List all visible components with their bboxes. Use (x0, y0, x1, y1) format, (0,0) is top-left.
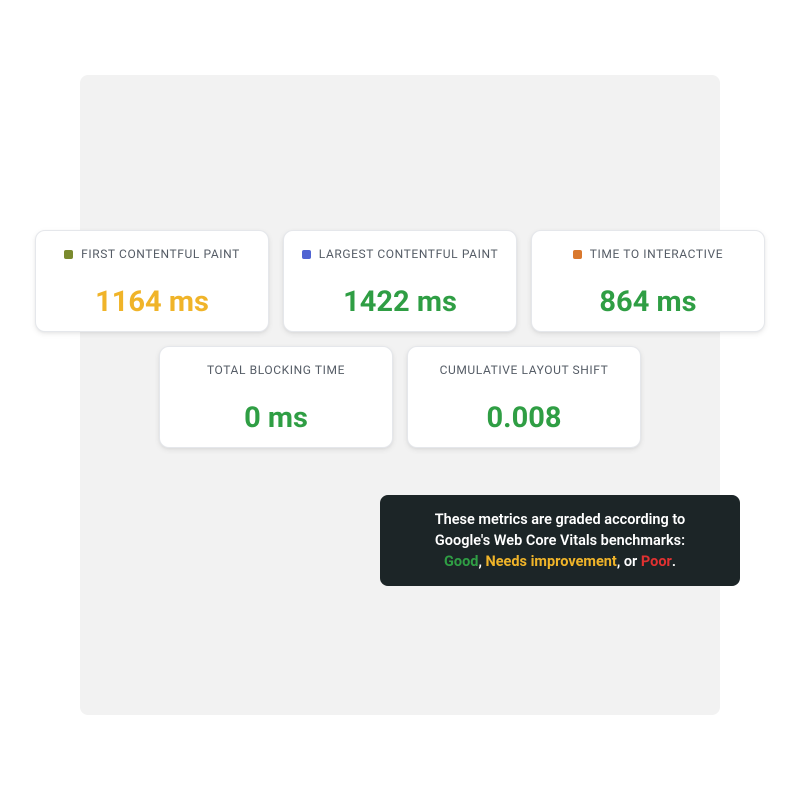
metric-value: 864 ms (599, 287, 696, 319)
metric-card-tti: TIME TO INTERACTIVE 864 ms (531, 230, 765, 332)
metric-title: TIME TO INTERACTIVE (590, 247, 723, 261)
metric-header: CUMULATIVE LAYOUT SHIFT (422, 363, 626, 377)
metric-header: TOTAL BLOCKING TIME (174, 363, 378, 377)
metric-card-cls: CUMULATIVE LAYOUT SHIFT 0.008 (407, 346, 641, 448)
tooltip-needs-label: Needs improvement (485, 553, 616, 570)
metric-title: FIRST CONTENTFUL PAINT (81, 247, 240, 261)
metric-title: CUMULATIVE LAYOUT SHIFT (440, 363, 609, 377)
metric-card-lcp: LARGEST CONTENTFUL PAINT 1422 ms (283, 230, 517, 332)
metric-swatch-icon (302, 250, 311, 259)
metric-header: LARGEST CONTENTFUL PAINT (298, 247, 502, 261)
tooltip-line2: Google's Web Core Vitals benchmarks: (435, 532, 685, 549)
metric-swatch-icon (573, 250, 582, 259)
metric-value: 1164 ms (95, 287, 209, 319)
metric-header: FIRST CONTENTFUL PAINT (50, 247, 254, 261)
metric-value: 0.008 (487, 403, 562, 435)
grading-tooltip: These metrics are graded according to Go… (380, 495, 740, 586)
metric-value: 1422 ms (343, 287, 457, 319)
tooltip-line1: These metrics are graded according to (435, 511, 686, 528)
metric-swatch-icon (64, 250, 73, 259)
metric-title: LARGEST CONTENTFUL PAINT (319, 247, 498, 261)
tooltip-poor-label: Poor (641, 553, 672, 570)
metric-card-tbt: TOTAL BLOCKING TIME 0 ms (159, 346, 393, 448)
tooltip-good-label: Good (444, 553, 478, 570)
tooltip-period: . (672, 553, 676, 570)
metric-title: TOTAL BLOCKING TIME (207, 363, 345, 377)
metric-value: 0 ms (244, 403, 308, 435)
metrics-cards-container: FIRST CONTENTFUL PAINT 1164 ms LARGEST C… (35, 230, 765, 448)
tooltip-sep: , or (617, 553, 641, 570)
metric-header: TIME TO INTERACTIVE (546, 247, 750, 261)
metric-card-fcp: FIRST CONTENTFUL PAINT 1164 ms (35, 230, 269, 332)
